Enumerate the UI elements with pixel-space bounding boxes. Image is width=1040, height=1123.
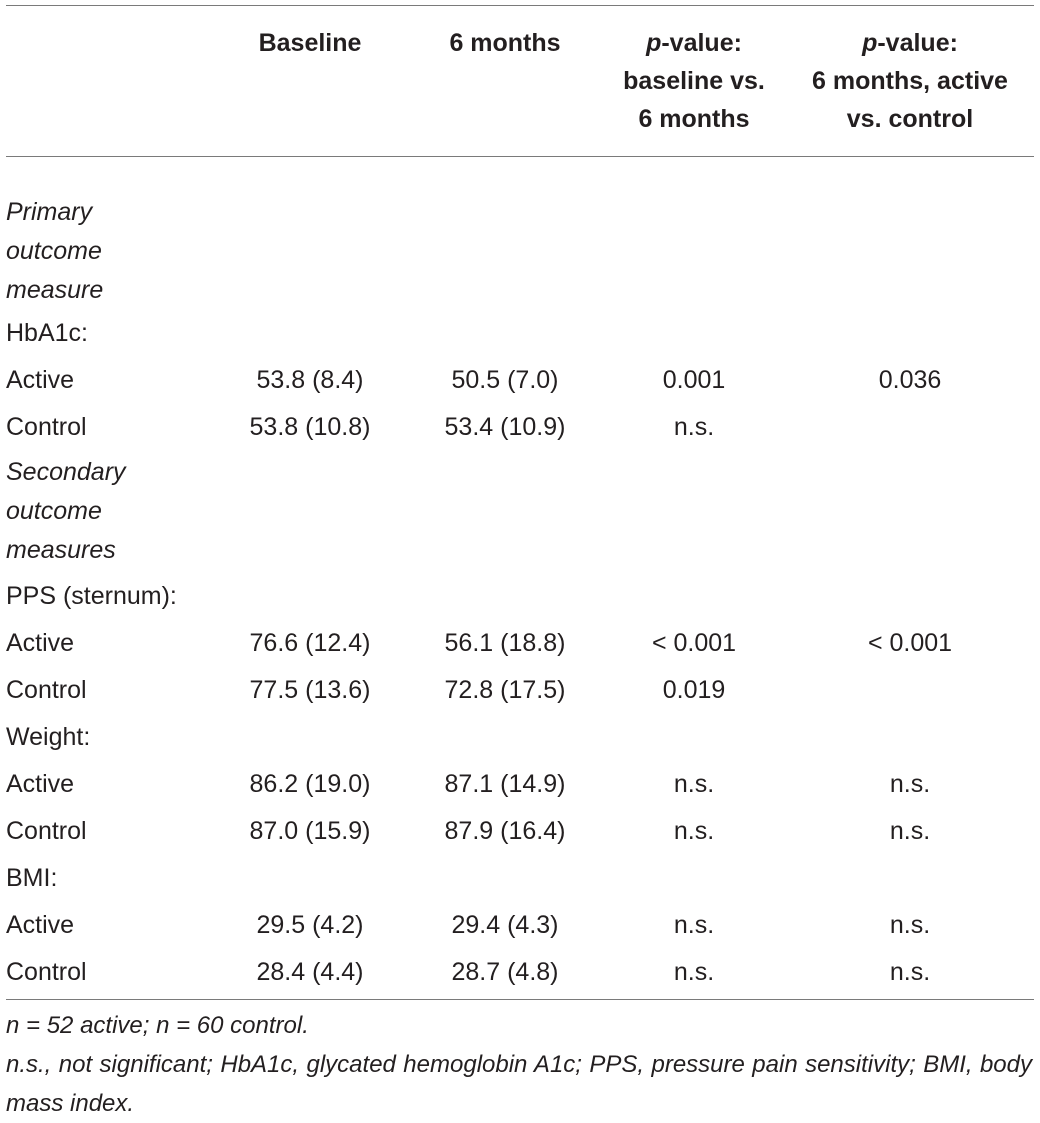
section-label: Primary outcome measure (6, 191, 212, 310)
footnote-sample-size: n = 52 active; n = 60 control. (6, 1012, 309, 1039)
row-label: Control (6, 817, 87, 845)
header-line-3: vs. control (846, 105, 974, 133)
row-label: Control (6, 413, 87, 441)
row-label: PPS (sternum): (6, 582, 177, 610)
section-label-line: outcome (6, 237, 102, 265)
section-label-line: outcome (6, 497, 102, 525)
table-row: Weight: (6, 714, 1034, 761)
cell-6-months: 56.1 (18.8) (444, 629, 566, 657)
table-footnotes: n = 52 active; n = 60 control. n.s., not… (6, 1006, 1032, 1123)
header-p-letter: p (862, 29, 878, 57)
table-row: PPS (sternum): (6, 573, 1034, 620)
spacer-row (6, 174, 1034, 191)
row-label: Active (6, 366, 75, 394)
header-baseline: Baseline (258, 29, 362, 57)
header-row: Baseline 6 months p-value: baseline vs. … (6, 6, 1034, 174)
header-line-2: baseline vs. (623, 67, 765, 95)
cell-6-months: 87.9 (16.4) (444, 817, 566, 845)
cell-6-months: 50.5 (7.0) (451, 366, 559, 394)
header-p-baseline-vs-6-months: p-value: baseline vs. 6 months (602, 6, 786, 174)
footnote-abbreviations: n.s., not significant; HbA1c, glycated h… (6, 1051, 1032, 1117)
cell-6-months: 29.4 (4.3) (451, 911, 559, 939)
cell-p-time: 0.019 (662, 676, 726, 704)
table-row: Active 86.2 (19.0) 87.1 (14.9) n.s. n.s. (6, 761, 1034, 808)
cell-6-months: 72.8 (17.5) (444, 676, 566, 704)
row-label: Control (6, 676, 87, 704)
cell-6-months: 53.4 (10.9) (444, 413, 566, 441)
header-p-active-vs-control: p-value: 6 months, active vs. control (786, 6, 1034, 174)
cell-p-group (786, 404, 1034, 451)
header-rule (6, 156, 1034, 157)
table-row: Control 53.8 (10.8) 53.4 (10.9) n.s. (6, 404, 1034, 451)
cell-baseline: 86.2 (19.0) (249, 770, 371, 798)
header-line-2: 6 months, active (812, 67, 1008, 95)
header-line-3: 6 months (638, 105, 750, 133)
cell-p-group: n.s. (889, 911, 931, 939)
row-label: Active (6, 629, 75, 657)
section-secondary-outcome: Secondary outcome measures (6, 451, 1034, 573)
table-row: HbA1c: (6, 310, 1034, 357)
cell-baseline: 77.5 (13.6) (249, 676, 371, 704)
row-label: Active (6, 911, 75, 939)
header-p-letter: p (646, 29, 662, 57)
cell-baseline: 53.8 (10.8) (249, 413, 371, 441)
table-row: Control 87.0 (15.9) 87.9 (16.4) n.s. n.s… (6, 808, 1034, 855)
table-row: BMI: (6, 855, 1034, 902)
cell-6-months: 87.1 (14.9) (444, 770, 566, 798)
results-table: Baseline 6 months p-value: baseline vs. … (6, 6, 1034, 996)
cell-p-time: 0.001 (662, 366, 726, 394)
cell-p-group: 0.036 (878, 366, 942, 394)
header-p-rest: -value: (661, 29, 742, 57)
cell-p-time: n.s. (673, 770, 715, 798)
cell-p-time: n.s. (673, 911, 715, 939)
row-label: Active (6, 770, 75, 798)
cell-p-time: n.s. (673, 413, 715, 441)
cell-p-time: < 0.001 (651, 629, 737, 657)
cell-baseline: 29.5 (4.2) (256, 911, 364, 939)
row-label: Weight: (6, 723, 91, 751)
cell-p-time: n.s. (673, 817, 715, 845)
table-row: Control 77.5 (13.6) 72.8 (17.5) 0.019 (6, 667, 1034, 714)
table-row: Active 76.6 (12.4) 56.1 (18.8) < 0.001 <… (6, 620, 1034, 667)
section-label-line: Secondary (6, 458, 126, 486)
bottom-rule (6, 999, 1034, 1000)
cell-baseline: 87.0 (15.9) (249, 817, 371, 845)
section-label: Secondary outcome measures (6, 451, 212, 573)
section-label-line: measure (6, 276, 104, 304)
cell-p-group: n.s. (889, 958, 931, 986)
section-label-line: measures (6, 536, 116, 564)
cell-baseline: 76.6 (12.4) (249, 629, 371, 657)
header-stub (6, 6, 212, 174)
row-label: HbA1c: (6, 319, 88, 347)
cell-p-group: < 0.001 (867, 629, 953, 657)
cell-baseline: 28.4 (4.4) (256, 958, 364, 986)
row-label: Control (6, 958, 87, 986)
section-label-line: Primary (6, 198, 93, 226)
cell-p-time: n.s. (673, 958, 715, 986)
cell-p-group (786, 667, 1034, 714)
cell-p-group: n.s. (889, 817, 931, 845)
table-row: Active 53.8 (8.4) 50.5 (7.0) 0.001 0.036 (6, 357, 1034, 404)
cell-p-group: n.s. (889, 770, 931, 798)
section-primary-outcome: Primary outcome measure (6, 191, 1034, 310)
row-label: BMI: (6, 864, 58, 892)
cell-baseline: 53.8 (8.4) (256, 366, 364, 394)
cell-6-months: 28.7 (4.8) (451, 958, 559, 986)
table-row: Active 29.5 (4.2) 29.4 (4.3) n.s. n.s. (6, 902, 1034, 949)
header-p-rest: -value: (877, 29, 958, 57)
top-rule (6, 5, 1034, 6)
table-row: Control 28.4 (4.4) 28.7 (4.8) n.s. n.s. (6, 949, 1034, 996)
header-6-months: 6 months (449, 29, 561, 57)
